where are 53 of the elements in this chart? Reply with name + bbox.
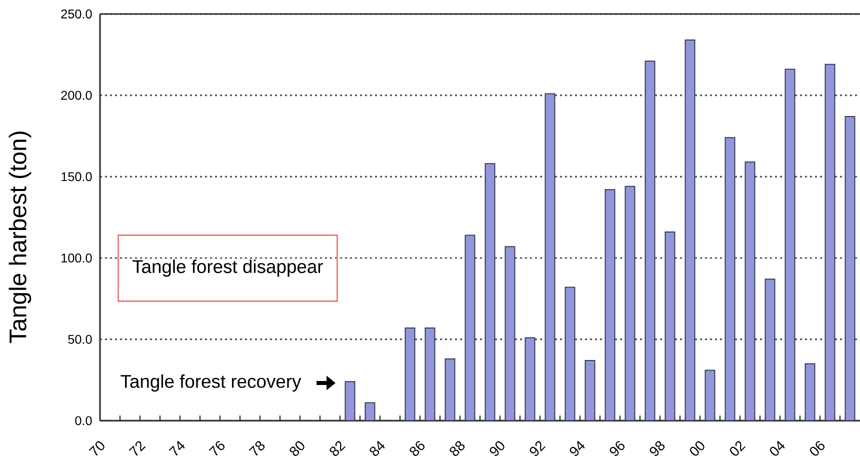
- y-axis-title: Tangle harbest (ton): [8, 132, 32, 344]
- x-tick-label: 92: [530, 441, 546, 456]
- bar: [824, 64, 836, 422]
- annotation: Tangle forest recovery: [120, 374, 302, 392]
- x-tick-label: 80: [290, 441, 304, 456]
- y-tick-label: 100.0: [62, 254, 92, 262]
- x-tick-label: 98: [650, 441, 665, 456]
- bar: [704, 370, 716, 422]
- bar: [464, 234, 476, 422]
- bar: [404, 327, 416, 422]
- x-tick-label: 06: [810, 441, 825, 456]
- bar: [724, 137, 736, 422]
- bar: [624, 186, 636, 422]
- x-tick-label: 00: [690, 441, 704, 456]
- x-tick-label: 82: [330, 441, 346, 456]
- bar: [504, 246, 516, 422]
- bar: [444, 358, 456, 422]
- bar: [684, 40, 696, 422]
- bar: [764, 278, 776, 422]
- bar: [364, 402, 376, 422]
- y-tick-label: 0.0: [75, 416, 92, 426]
- annotation: Tangle forest disappear: [132, 260, 323, 277]
- bar: [344, 381, 356, 422]
- y-tick-label: 250.0: [61, 10, 92, 18]
- x-tick-label: 88: [450, 441, 465, 456]
- bar: [524, 337, 536, 422]
- bar: [584, 360, 596, 422]
- x-tick-label: 94: [570, 440, 585, 456]
- x-tick-label: 70: [88, 441, 104, 456]
- y-tick-label: 200.0: [61, 90, 92, 100]
- bar: [844, 116, 856, 422]
- x-tick-label: 86: [410, 441, 425, 456]
- x-tick-label: 02: [730, 441, 746, 456]
- x-tick-label: 74: [168, 440, 185, 456]
- bar: [544, 93, 556, 422]
- x-tick-label: 90: [490, 441, 504, 456]
- x-tick-label: 84: [370, 440, 385, 456]
- x-tick-label: 72: [128, 441, 146, 456]
- bar: [804, 363, 816, 422]
- bar: [604, 189, 616, 422]
- x-tick-label: 76: [208, 441, 225, 456]
- y-tick-label: 150.0: [62, 172, 92, 182]
- bar: [484, 163, 496, 422]
- bar: [784, 68, 796, 422]
- x-tick-label: 04: [770, 440, 785, 456]
- bar: [424, 327, 436, 422]
- bar: [564, 286, 576, 422]
- bar: [664, 231, 676, 422]
- x-tick-label: 78: [248, 441, 265, 456]
- y-tick-label: 50.0: [68, 334, 92, 344]
- bar: [744, 162, 756, 422]
- bar: [644, 60, 656, 422]
- x-tick-label: 96: [610, 441, 625, 456]
